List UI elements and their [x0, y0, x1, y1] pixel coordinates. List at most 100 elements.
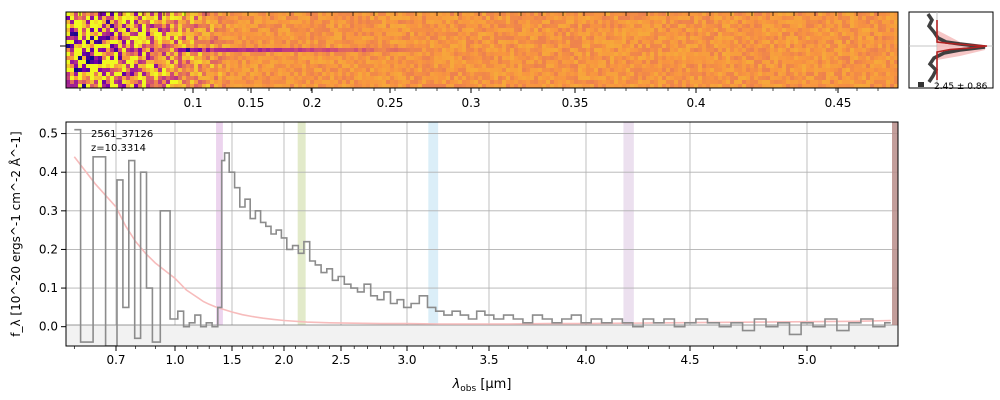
heatmap-cell: [82, 72, 87, 77]
heatmap-cell: [282, 64, 287, 69]
heatmap-cell: [746, 56, 751, 61]
heatmap-cell: [530, 72, 535, 77]
heatmap-cell: [282, 76, 287, 81]
heatmap-cell: [330, 40, 335, 45]
heatmap-cell: [550, 72, 555, 77]
heatmap-cell: [222, 52, 227, 57]
heatmap-cell: [218, 36, 223, 41]
heatmap-cell: [762, 56, 767, 61]
heatmap-cell: [434, 16, 439, 21]
heatmap-cell: [418, 20, 423, 25]
heatmap-cell: [102, 20, 107, 25]
heatmap-cell: [394, 20, 399, 25]
heatmap-cell: [126, 56, 131, 61]
heatmap-cell: [630, 52, 635, 57]
heatmap-cell: [570, 40, 575, 45]
heatmap-cell: [78, 28, 83, 33]
heatmap-cell: [586, 28, 591, 33]
heatmap-cell: [598, 52, 603, 57]
heatmap-cell: [122, 48, 127, 53]
heatmap-cell: [590, 84, 595, 88]
heatmap-cell: [562, 16, 567, 21]
heatmap-cell: [574, 80, 579, 85]
heatmap-cell: [870, 68, 875, 73]
heatmap-cell: [162, 32, 167, 37]
heatmap-cell: [322, 12, 327, 17]
heatmap-cell: [286, 84, 291, 88]
heatmap-cell: [714, 60, 719, 65]
heatmap-cell: [714, 76, 719, 81]
heatmap-cell: [742, 60, 747, 65]
heatmap-cell: [622, 12, 627, 17]
heatmap-cell: [254, 40, 259, 45]
heatmap-cell: [266, 36, 271, 41]
heatmap-cell: [138, 80, 143, 85]
heatmap-cell: [386, 76, 391, 81]
heatmap-cell: [826, 48, 831, 53]
heatmap-cell: [110, 84, 115, 88]
heatmap-cell: [770, 84, 775, 88]
heatmap-cell: [190, 32, 195, 37]
heatmap-cell: [290, 20, 295, 25]
heatmap-cell: [602, 56, 607, 61]
heatmap-cell: [146, 72, 151, 77]
heatmap-cell: [506, 64, 511, 69]
heatmap-cell: [634, 48, 639, 53]
heatmap-cell: [270, 84, 275, 88]
heatmap-cell: [222, 56, 227, 61]
heatmap-cell: [762, 28, 767, 33]
heatmap-cell: [374, 52, 379, 57]
heatmap-cell: [486, 68, 491, 73]
heatmap-cell: [886, 28, 891, 33]
heatmap-cell: [630, 16, 635, 21]
heatmap-cell: [398, 76, 403, 81]
heatmap-cell: [406, 76, 411, 81]
heatmap-cell: [770, 80, 775, 85]
heatmap-cell: [570, 60, 575, 65]
heatmap-cell: [86, 52, 91, 57]
heatmap-cell: [470, 16, 475, 21]
heatmap-cell: [462, 68, 467, 73]
heatmap-cell: [426, 24, 431, 29]
heatmap-cell: [558, 36, 563, 41]
heatmap-cell: [666, 56, 671, 61]
heatmap-cell: [546, 64, 551, 69]
heatmap-cell: [122, 28, 127, 33]
heatmap-cell: [734, 64, 739, 69]
heatmap-cell: [522, 60, 527, 65]
heatmap-cell: [730, 40, 735, 45]
heatmap-cell: [118, 84, 123, 88]
heatmap-cell: [862, 12, 867, 17]
heatmap-cell: [654, 36, 659, 41]
heatmap-cell: [146, 80, 151, 85]
heatmap-cell: [242, 60, 247, 65]
heatmap-cell: [490, 68, 495, 73]
heatmap-cell: [114, 76, 119, 81]
heatmap-cell: [774, 64, 779, 69]
heatmap-cell: [714, 16, 719, 21]
heatmap-cell: [366, 52, 371, 57]
heatmap-cell: [142, 84, 147, 88]
heatmap-cell: [158, 56, 163, 61]
heatmap-cell: [298, 32, 303, 37]
heatmap-cell: [178, 56, 183, 61]
heatmap-cell: [74, 20, 79, 25]
heatmap-cell: [622, 64, 627, 69]
heatmap-cell: [118, 28, 123, 33]
heatmap-cell: [746, 84, 751, 88]
heatmap-cell: [618, 16, 623, 21]
heatmap-cell: [170, 60, 175, 65]
heatmap-cell: [578, 60, 583, 65]
heatmap-cell: [806, 72, 811, 77]
heatmap-cell: [486, 64, 491, 69]
heatmap-cell: [594, 16, 599, 21]
heatmap-cell: [806, 84, 811, 88]
heatmap-cell: [98, 32, 103, 37]
heatmap-cell: [166, 84, 171, 88]
heatmap-cell: [406, 48, 411, 53]
heatmap-cell: [318, 48, 323, 53]
heatmap-cell: [562, 36, 567, 41]
heatmap-cell: [502, 40, 507, 45]
heatmap-cell: [206, 36, 211, 41]
heatmap-cell: [418, 40, 423, 45]
